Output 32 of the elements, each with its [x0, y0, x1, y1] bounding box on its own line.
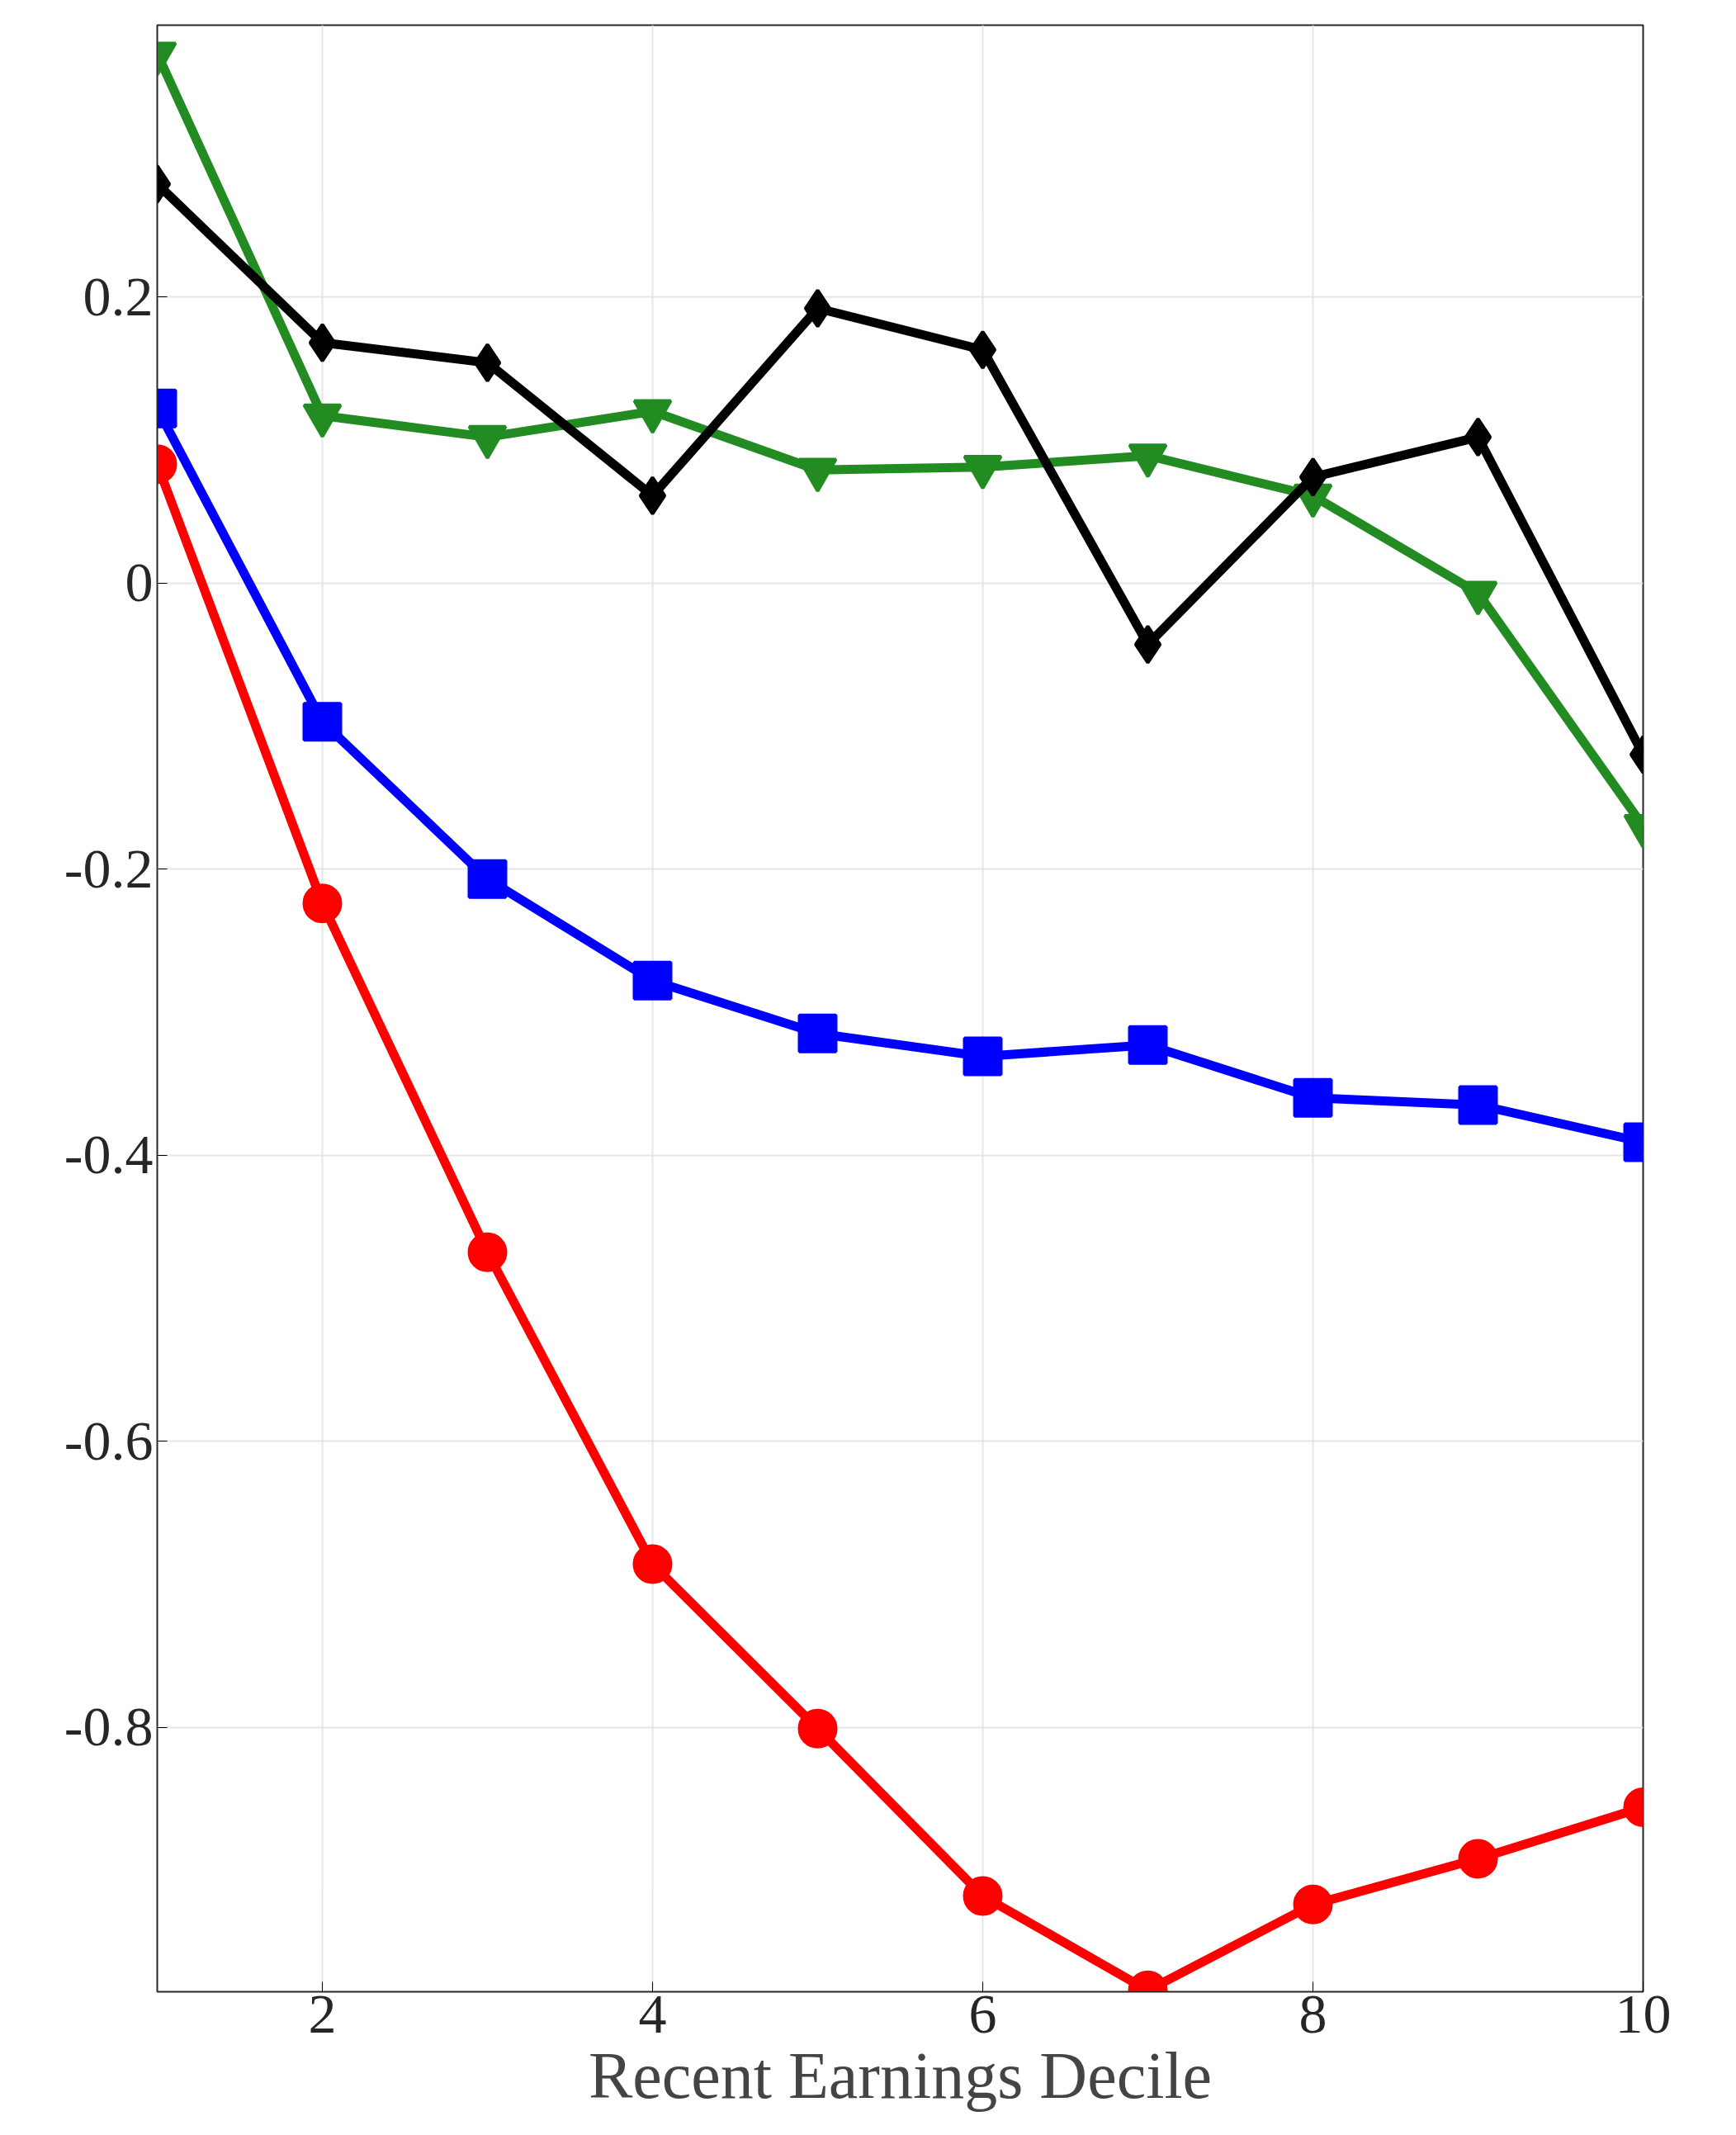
point — [968, 329, 997, 370]
point — [308, 323, 337, 363]
y-tick-label: 0.2 — [83, 264, 154, 328]
point — [1458, 1839, 1498, 1879]
point — [638, 476, 667, 516]
point — [467, 859, 508, 899]
y-tick-label: 0 — [125, 551, 154, 614]
point — [302, 883, 343, 924]
point — [797, 1708, 838, 1749]
point — [1128, 1025, 1168, 1065]
point — [1133, 624, 1162, 665]
point — [1464, 417, 1492, 457]
x-tick-label: 2 — [308, 1981, 337, 2045]
x-tick-label: 8 — [1298, 1981, 1327, 2045]
y-tick-label: -0.6 — [64, 1408, 154, 1472]
point — [803, 288, 832, 329]
point — [1298, 457, 1327, 497]
point — [302, 702, 343, 742]
point — [797, 1013, 838, 1053]
point — [473, 343, 502, 383]
y-tick-label: -0.4 — [64, 1123, 154, 1186]
point — [1293, 1884, 1333, 1924]
point — [1293, 1077, 1333, 1118]
point — [467, 1232, 508, 1272]
point — [1458, 1085, 1498, 1125]
point — [963, 1036, 1003, 1077]
point — [963, 1876, 1003, 1916]
x-tick-label: 10 — [1615, 1981, 1672, 2045]
point — [632, 1544, 673, 1584]
y-tick-label: -0.8 — [64, 1695, 154, 1759]
point — [632, 960, 673, 1001]
y-tick-label: -0.2 — [64, 836, 154, 900]
